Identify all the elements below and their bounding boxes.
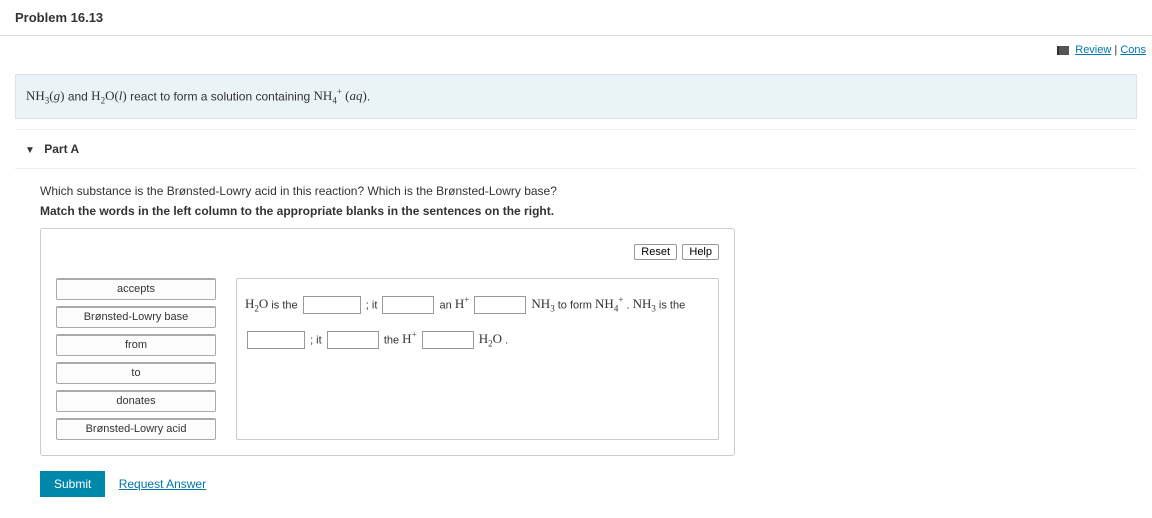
request-answer-link[interactable]: Request Answer — [119, 477, 206, 491]
question-area: Which substance is the Brønsted-Lowry ac… — [40, 184, 1127, 456]
submit-row: Submit Request Answer — [40, 471, 1152, 497]
drop-blank-5[interactable] — [327, 331, 379, 349]
word-item[interactable]: Brønsted-Lowry acid — [56, 418, 216, 440]
drop-blank-4[interactable] — [247, 331, 305, 349]
flag-icon[interactable] — [1057, 46, 1069, 55]
drop-blank-6[interactable] — [422, 331, 474, 349]
word-item[interactable]: Brønsted-Lowry base — [56, 306, 216, 328]
collapse-icon[interactable]: ▼ — [25, 145, 35, 156]
part-label: Part A — [44, 142, 79, 156]
word-item[interactable]: from — [56, 334, 216, 356]
reset-button[interactable]: Reset — [634, 244, 677, 260]
help-button[interactable]: Help — [682, 244, 719, 260]
top-links: Review | Cons — [0, 36, 1152, 64]
review-link[interactable]: Review — [1075, 44, 1111, 56]
question-line-2: Match the words in the left column to th… — [40, 204, 1127, 218]
drop-blank-3[interactable] — [474, 296, 526, 314]
sentence-target[interactable]: H2O is the ; it an H+ NH3 to form NH4+ .… — [236, 278, 719, 440]
word-bank: accepts Brønsted-Lowry base from to dona… — [56, 278, 216, 440]
part-header[interactable]: ▼ Part A — [15, 129, 1137, 169]
constants-link[interactable]: Cons — [1120, 44, 1146, 56]
problem-title: Problem 16.13 — [15, 10, 103, 25]
problem-statement: NH3(g) and H2O(l) react to form a soluti… — [15, 74, 1137, 119]
word-item[interactable]: to — [56, 362, 216, 384]
word-item[interactable]: donates — [56, 390, 216, 412]
drop-blank-2[interactable] — [382, 296, 434, 314]
drop-blank-1[interactable] — [303, 296, 361, 314]
matching-workspace: Reset Help accepts Brønsted-Lowry base f… — [40, 228, 735, 456]
problem-header: Problem 16.13 — [0, 0, 1152, 36]
question-line-1: Which substance is the Brønsted-Lowry ac… — [40, 184, 1127, 198]
word-item[interactable]: accepts — [56, 278, 216, 300]
submit-button[interactable]: Submit — [40, 471, 105, 497]
